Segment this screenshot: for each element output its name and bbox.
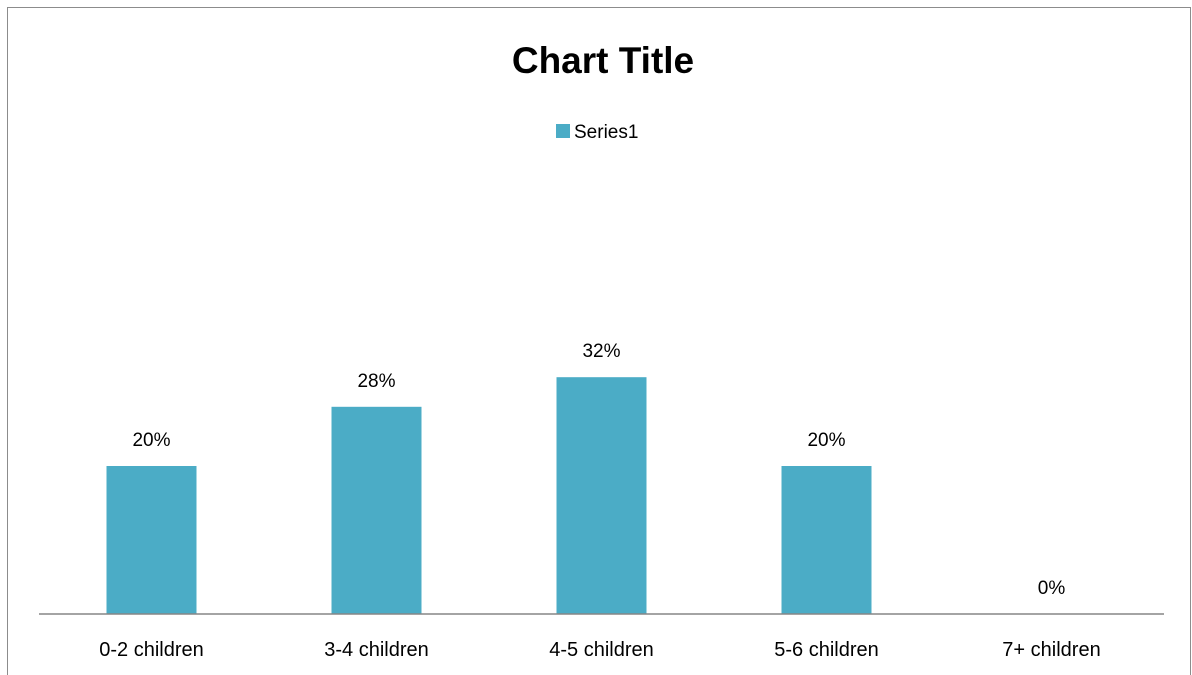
x-tick-label-4: 7+ children [1002,639,1100,661]
x-tick-label-0: 0-2 children [99,639,204,661]
data-label-3: 20% [807,430,845,451]
x-tick-label-2: 4-5 children [549,639,654,661]
chart-title: Chart Title [512,40,694,81]
x-tick-label-1: 3-4 children [324,639,429,661]
bar-3 [781,466,872,614]
data-label-1: 28% [357,371,395,392]
bars-layer [106,377,872,614]
bar-1 [331,406,422,614]
data-label-4: 0% [1038,578,1066,599]
legend: Series1 [556,122,638,143]
data-label-0: 20% [132,430,170,451]
x-tick-label-3: 5-6 children [774,639,879,661]
bar-0 [106,466,197,614]
legend-swatch-series1 [556,124,570,138]
bar-2 [556,377,647,614]
legend-label-series1: Series1 [574,122,638,143]
data-label-2: 32% [582,341,620,362]
data-labels-layer: 20% 28% 32% 20% 0% [132,341,1065,599]
category-tick-labels: 0-2 children 3-4 children 4-5 children 5-6 … [99,639,1100,661]
